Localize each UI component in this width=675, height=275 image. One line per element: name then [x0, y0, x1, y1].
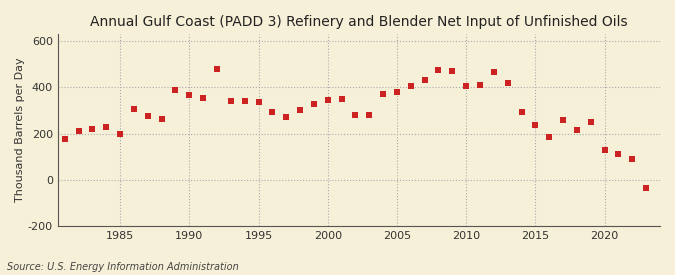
- Point: [364, 113, 375, 117]
- Point: [461, 84, 472, 89]
- Point: [323, 98, 333, 102]
- Point: [281, 115, 292, 120]
- Point: [267, 109, 277, 114]
- Point: [475, 83, 485, 87]
- Point: [198, 96, 209, 100]
- Point: [184, 93, 194, 98]
- Point: [308, 101, 319, 106]
- Point: [239, 99, 250, 103]
- Point: [585, 120, 596, 125]
- Point: [59, 137, 70, 142]
- Point: [115, 131, 126, 136]
- Text: Source: U.S. Energy Information Administration: Source: U.S. Energy Information Administ…: [7, 262, 238, 272]
- Point: [336, 97, 347, 101]
- Point: [406, 84, 416, 89]
- Point: [295, 108, 306, 113]
- Point: [544, 135, 555, 139]
- Point: [502, 81, 513, 85]
- Point: [73, 128, 84, 133]
- Point: [101, 125, 111, 129]
- Point: [558, 117, 568, 122]
- Point: [447, 69, 458, 73]
- Point: [156, 116, 167, 121]
- Point: [641, 186, 651, 190]
- Point: [87, 127, 98, 132]
- Point: [142, 114, 153, 119]
- Point: [170, 87, 181, 92]
- Point: [530, 123, 541, 128]
- Point: [419, 78, 430, 83]
- Title: Annual Gulf Coast (PADD 3) Refinery and Blender Net Input of Unfinished Oils: Annual Gulf Coast (PADD 3) Refinery and …: [90, 15, 628, 29]
- Point: [516, 109, 527, 114]
- Point: [489, 70, 500, 75]
- Point: [433, 68, 444, 72]
- Point: [211, 67, 222, 71]
- Y-axis label: Thousand Barrels per Day: Thousand Barrels per Day: [15, 58, 25, 202]
- Point: [350, 113, 361, 117]
- Point: [253, 100, 264, 104]
- Point: [378, 92, 389, 97]
- Point: [613, 152, 624, 156]
- Point: [392, 90, 402, 94]
- Point: [599, 147, 610, 152]
- Point: [627, 157, 638, 161]
- Point: [225, 99, 236, 103]
- Point: [572, 128, 583, 132]
- Point: [128, 107, 139, 112]
